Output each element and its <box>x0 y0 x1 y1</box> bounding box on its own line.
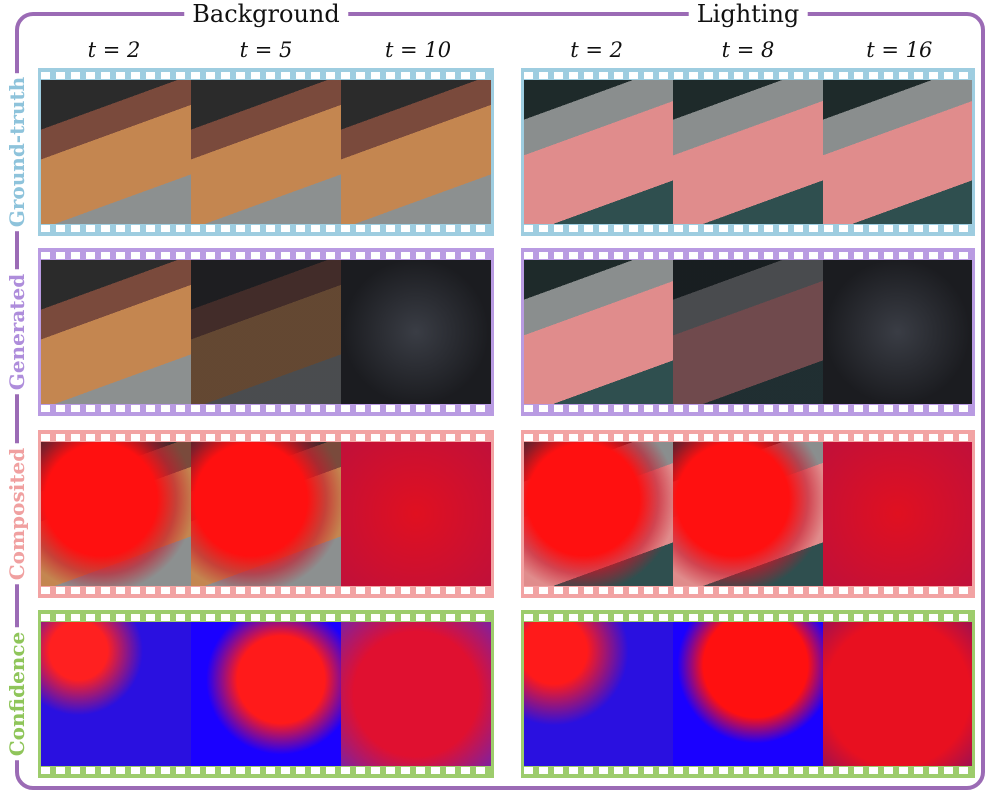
section-title: Background <box>184 0 348 28</box>
column-header: t = 2 <box>570 38 624 62</box>
video-frame <box>822 442 972 586</box>
film-strip <box>38 68 494 236</box>
sprocket-strip <box>41 405 491 412</box>
film-strip <box>521 68 975 236</box>
row-label: Confidence <box>5 627 29 761</box>
column-header: t = 10 <box>384 38 452 62</box>
video-frame <box>191 80 341 224</box>
video-frame <box>41 260 191 404</box>
sprocket-strip <box>524 72 972 79</box>
section-title: Lighting <box>688 0 808 28</box>
frame-row <box>41 80 491 224</box>
row-label: Composited <box>5 443 29 585</box>
sprocket-strip <box>524 614 972 621</box>
video-frame <box>191 260 341 404</box>
column-header: t = 5 <box>239 38 293 62</box>
video-frame <box>524 80 674 224</box>
frame-row <box>41 260 491 404</box>
column-header: t = 8 <box>721 38 775 62</box>
video-frame <box>41 442 191 586</box>
sprocket-strip <box>524 587 972 594</box>
sprocket-strip <box>524 405 972 412</box>
column-header: t = 2 <box>87 38 141 62</box>
sprocket-strip <box>41 72 491 79</box>
sprocket-strip <box>41 614 491 621</box>
film-strip <box>38 430 494 598</box>
video-frame <box>822 260 972 404</box>
frame-row <box>524 260 972 404</box>
column-header: t = 16 <box>866 38 933 62</box>
frame-row <box>41 622 491 766</box>
sprocket-strip <box>524 767 972 774</box>
frame-row <box>524 80 972 224</box>
outer-frame <box>15 12 985 790</box>
film-strip <box>521 610 975 778</box>
video-frame <box>524 260 674 404</box>
sprocket-strip <box>41 587 491 594</box>
video-frame <box>673 442 823 586</box>
video-frame <box>191 442 341 586</box>
sprocket-strip <box>41 225 491 232</box>
video-frame <box>524 622 674 766</box>
frame-row <box>524 442 972 586</box>
video-frame <box>341 80 491 224</box>
frame-row <box>524 622 972 766</box>
sprocket-strip <box>41 767 491 774</box>
frame-row <box>41 442 491 586</box>
video-frame <box>41 80 191 224</box>
video-frame <box>41 622 191 766</box>
video-frame <box>341 442 491 586</box>
sprocket-strip <box>524 225 972 232</box>
film-strip <box>38 610 494 778</box>
video-frame <box>673 80 823 224</box>
video-frame <box>673 260 823 404</box>
row-label: Generated <box>5 269 29 395</box>
film-strip <box>521 248 975 416</box>
sprocket-strip <box>41 252 491 259</box>
film-strip <box>38 248 494 416</box>
sprocket-strip <box>524 252 972 259</box>
video-frame <box>524 442 674 586</box>
video-frame <box>191 622 341 766</box>
sprocket-strip <box>41 434 491 441</box>
film-strip <box>521 430 975 598</box>
video-frame <box>673 622 823 766</box>
video-frame <box>341 260 491 404</box>
video-frame <box>341 622 491 766</box>
sprocket-strip <box>524 434 972 441</box>
video-frame <box>822 80 972 224</box>
video-frame <box>822 622 972 766</box>
row-label: Ground-truth <box>5 72 29 232</box>
